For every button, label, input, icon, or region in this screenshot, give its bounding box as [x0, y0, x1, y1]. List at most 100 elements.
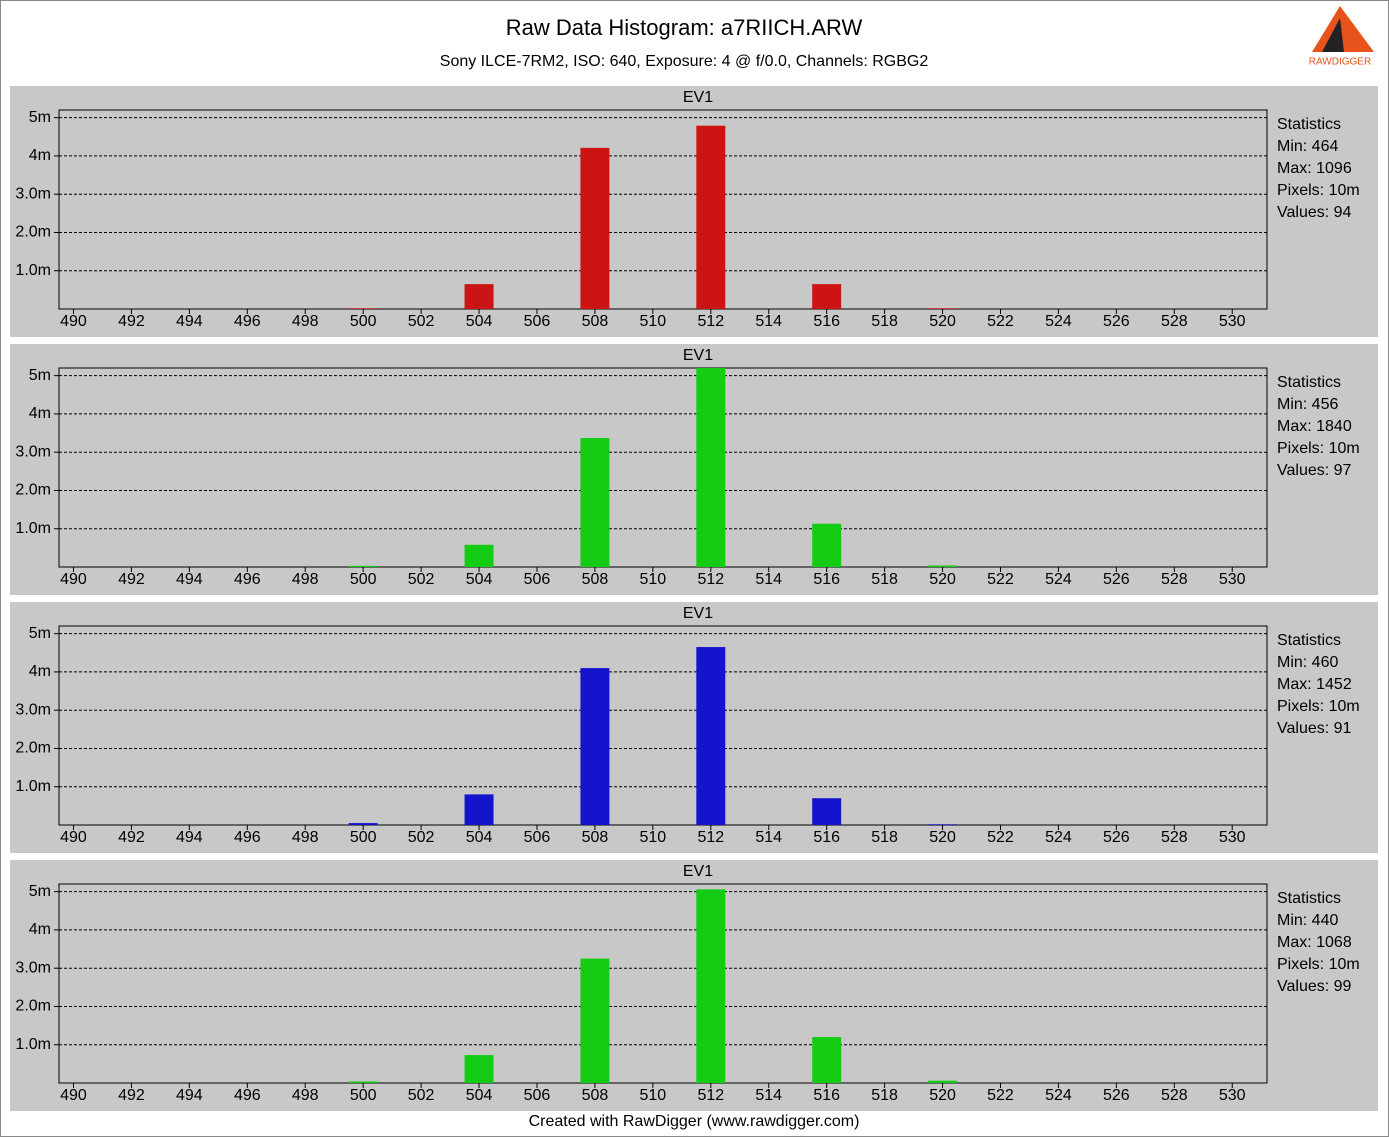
x-tick-label: 508	[582, 829, 609, 846]
x-tick-label: 496	[234, 571, 261, 588]
x-tick-label: 494	[176, 1087, 203, 1104]
x-tick-label: 490	[60, 571, 87, 588]
x-tick-label: 512	[697, 1087, 724, 1104]
x-tick-label: 522	[987, 313, 1014, 330]
x-tick-label: 528	[1161, 313, 1188, 330]
x-tick-label: 502	[408, 313, 435, 330]
stats-line: Min: 456	[1277, 396, 1338, 413]
plot-area	[58, 367, 1268, 568]
y-tick-label: 4m	[29, 147, 51, 164]
x-tick-label: 522	[987, 829, 1014, 846]
y-tick-label: 1.0m	[15, 1036, 51, 1053]
logo-text: RAWDIGGER	[1309, 57, 1371, 68]
x-tick-label: 526	[1103, 829, 1130, 846]
x-tick-label: 498	[292, 1087, 319, 1104]
bar	[464, 284, 494, 309]
x-tick-label: 506	[524, 313, 551, 330]
bar	[812, 798, 842, 825]
y-tick-label: 4m	[29, 405, 51, 422]
x-tick-label: 510	[640, 313, 667, 330]
y-tick-label: 3.0m	[15, 959, 51, 976]
x-tick-label: 498	[292, 313, 319, 330]
y-tick-label: 1.0m	[15, 262, 51, 279]
x-tick-label: 490	[60, 829, 87, 846]
stats-line: Values: 99	[1277, 978, 1352, 995]
x-tick-label: 512	[697, 571, 724, 588]
x-tick-label: 522	[987, 571, 1014, 588]
x-tick-label: 518	[871, 1087, 898, 1104]
x-tick-label: 528	[1161, 1087, 1188, 1104]
y-tick-label: 5m	[29, 367, 51, 384]
bar	[928, 565, 958, 567]
plot-area	[58, 883, 1268, 1084]
bar	[464, 794, 494, 825]
y-tick-label: 5m	[29, 109, 51, 126]
logo-mark	[1322, 18, 1344, 52]
x-tick-label: 516	[813, 829, 840, 846]
bar	[812, 284, 842, 309]
x-tick-label: 530	[1219, 1087, 1246, 1104]
x-tick-label: 504	[466, 1087, 493, 1104]
stats-line: Pixels: 10m	[1277, 182, 1360, 199]
x-tick-label: 498	[292, 829, 319, 846]
x-tick-label: 520	[929, 829, 956, 846]
y-tick-label: 2.0m	[15, 740, 51, 757]
bar	[580, 668, 610, 825]
bar	[464, 544, 494, 567]
x-tick-label: 510	[640, 571, 667, 588]
bar	[348, 308, 378, 309]
bar	[696, 647, 726, 825]
bar	[928, 308, 958, 309]
x-tick-label: 492	[118, 1087, 145, 1104]
bar	[928, 1080, 958, 1083]
x-tick-label: 530	[1219, 571, 1246, 588]
x-tick-label: 490	[60, 313, 87, 330]
stats-line: Values: 94	[1277, 204, 1352, 221]
x-tick-label: 530	[1219, 829, 1246, 846]
stats-line: Min: 464	[1277, 138, 1338, 155]
x-tick-label: 514	[755, 313, 782, 330]
stats-line: Max: 1840	[1277, 418, 1352, 435]
x-tick-label: 500	[350, 313, 377, 330]
bar	[696, 368, 726, 567]
stats-line: Pixels: 10m	[1277, 956, 1360, 973]
x-tick-label: 516	[813, 571, 840, 588]
y-tick-label: 2.0m	[15, 482, 51, 499]
y-tick-label: 4m	[29, 663, 51, 680]
x-tick-label: 506	[524, 1087, 551, 1104]
y-tick-label: 1.0m	[15, 778, 51, 795]
x-tick-label: 512	[697, 829, 724, 846]
stats-line: Values: 91	[1277, 720, 1352, 737]
x-tick-label: 500	[350, 829, 377, 846]
y-tick-label: 4m	[29, 921, 51, 938]
chart-title: Raw Data Histogram: a7RIICH.ARW	[506, 15, 863, 40]
stats-line: Min: 460	[1277, 654, 1338, 671]
x-tick-label: 504	[466, 313, 493, 330]
y-tick-label: 3.0m	[15, 701, 51, 718]
panel-title: EV1	[683, 605, 713, 622]
plot-area	[58, 109, 1268, 310]
bar	[812, 523, 842, 567]
stats-line: Max: 1068	[1277, 934, 1352, 951]
stats-title: Statistics	[1277, 116, 1341, 133]
x-tick-label: 520	[929, 571, 956, 588]
x-tick-label: 508	[582, 571, 609, 588]
x-tick-label: 510	[640, 829, 667, 846]
x-tick-label: 524	[1045, 1087, 1072, 1104]
stats-line: Max: 1452	[1277, 676, 1352, 693]
x-tick-label: 494	[176, 829, 203, 846]
bar	[464, 1055, 494, 1083]
bar	[348, 565, 378, 567]
x-tick-label: 514	[755, 1087, 782, 1104]
x-tick-label: 494	[176, 313, 203, 330]
footer: Created with RawDigger (www.rawdigger.co…	[529, 1113, 860, 1130]
x-tick-label: 490	[60, 1087, 87, 1104]
bar	[696, 125, 726, 309]
x-tick-label: 496	[234, 313, 261, 330]
x-tick-label: 492	[118, 313, 145, 330]
x-tick-label: 514	[755, 829, 782, 846]
x-tick-label: 520	[929, 1087, 956, 1104]
chart-subtitle: Sony ILCE-7RM2, ISO: 640, Exposure: 4 @ …	[440, 53, 929, 70]
x-tick-label: 492	[118, 829, 145, 846]
